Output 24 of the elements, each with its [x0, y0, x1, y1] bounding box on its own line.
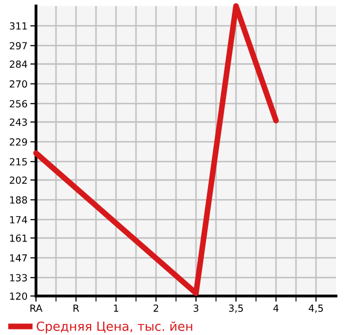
- y-tick-label: 256: [10, 100, 28, 108]
- y-tick-label: 229: [10, 138, 27, 146]
- y-tick-label: 270: [10, 80, 28, 88]
- y-tick-label: 202: [10, 176, 27, 184]
- x-tick-label: R: [74, 304, 80, 312]
- y-tick-label: 243: [10, 118, 27, 126]
- y-tick-label: 120: [10, 292, 28, 300]
- y-tick-label: 284: [10, 60, 28, 68]
- legend-label: Средняя Цена, тыс. йен: [36, 321, 192, 334]
- x-tick-label: 2: [154, 304, 158, 312]
- y-tick-label: 215: [10, 158, 27, 166]
- x-tick-label: 3,5: [229, 304, 243, 313]
- x-tick-label: 4,5: [308, 304, 323, 313]
- y-tick-label: 188: [10, 196, 27, 204]
- y-tick-label: 311: [10, 22, 27, 30]
- y-tick-label: 174: [10, 216, 28, 224]
- y-tick-label: 133: [10, 274, 27, 282]
- y-tick-label: 147: [10, 254, 27, 262]
- x-tick-label: RA: [30, 304, 42, 312]
- y-tick-label: 161: [10, 234, 27, 242]
- x-tick-label: 3: [194, 304, 198, 312]
- x-tick-label: 4: [273, 304, 279, 312]
- x-tick-label: 1: [114, 304, 118, 312]
- y-tick-label: 297: [10, 42, 27, 50]
